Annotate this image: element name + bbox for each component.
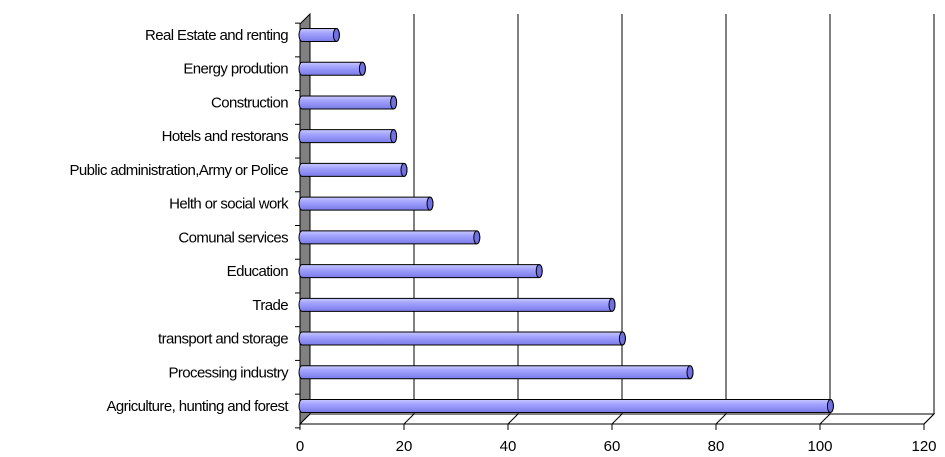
bar xyxy=(298,162,408,177)
category-label: Helth or social work xyxy=(169,196,289,213)
bar-body xyxy=(298,331,626,346)
gridline-floor-40 xyxy=(507,413,519,425)
bar-cap xyxy=(358,61,366,76)
category-label: Comunal services xyxy=(178,229,288,246)
x-tick-label: 20 xyxy=(396,438,413,455)
x-tick-label: 120 xyxy=(911,438,936,455)
x-tick-label: 60 xyxy=(604,438,621,455)
bar xyxy=(298,365,694,380)
category-label: Education xyxy=(227,263,289,280)
bar xyxy=(298,129,398,144)
gridline-floor-20 xyxy=(403,413,415,425)
bar-body xyxy=(298,196,434,211)
bar-body xyxy=(298,230,481,245)
bar xyxy=(298,196,434,211)
bar-cap xyxy=(826,399,834,413)
bar-cap xyxy=(426,196,434,211)
bar-cap xyxy=(390,95,398,110)
bar xyxy=(298,331,626,346)
bar-cap xyxy=(686,365,694,380)
bar-cap xyxy=(608,297,616,312)
bar-cap xyxy=(332,28,340,42)
bar-body xyxy=(298,129,398,144)
gridline-floor-100 xyxy=(819,413,831,425)
category-label: Energy prodution xyxy=(183,61,288,78)
x-tick-label: 40 xyxy=(500,438,517,455)
bar-body xyxy=(298,61,366,76)
bar xyxy=(298,399,834,413)
bar-body xyxy=(298,162,408,177)
x-tick-label: 80 xyxy=(708,438,725,455)
category-label: Hotels and restorans xyxy=(162,128,289,145)
bar-cap xyxy=(390,129,398,144)
bar-body xyxy=(298,365,694,380)
bar-cap xyxy=(535,264,543,279)
x-tick-label: 100 xyxy=(807,438,832,455)
bar-cap xyxy=(473,230,481,245)
x-tick-label: 0 xyxy=(296,438,304,455)
gridline-floor-80 xyxy=(715,413,727,425)
bar-body xyxy=(298,264,543,279)
category-label: Construction xyxy=(211,94,288,111)
bar xyxy=(298,264,543,279)
bar xyxy=(298,61,366,76)
gridline-floor-120 xyxy=(923,413,935,425)
bar xyxy=(298,28,340,42)
gridline-floor-60 xyxy=(611,413,623,425)
bar-cap xyxy=(618,331,626,346)
category-label: Public administration,Army or Police xyxy=(70,162,289,179)
bar-body xyxy=(298,95,398,110)
bar-body xyxy=(298,399,834,413)
category-label: transport and storage xyxy=(158,331,288,348)
bar xyxy=(298,95,398,110)
category-label: Trade xyxy=(252,297,288,314)
bar-cap xyxy=(400,162,408,177)
category-label: Real Estate and renting xyxy=(145,27,288,44)
category-label: Processing industry xyxy=(169,364,290,381)
category-label: Agriculture, hunting and forest xyxy=(106,398,289,415)
bar-body xyxy=(298,297,616,312)
bar xyxy=(298,297,616,312)
bar xyxy=(298,230,481,245)
